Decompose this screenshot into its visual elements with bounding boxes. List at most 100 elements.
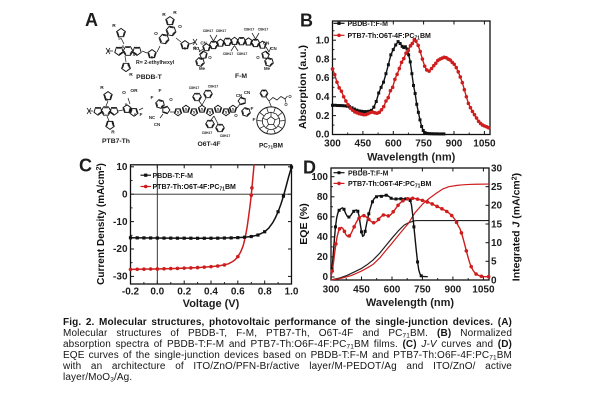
svg-text:B: B <box>300 11 313 31</box>
svg-text:-30: -30 <box>113 272 128 283</box>
svg-text:R: R <box>173 10 177 16</box>
svg-text:F-M: F-M <box>235 73 247 80</box>
svg-text:-10: -10 <box>113 217 128 228</box>
svg-text:PTB7-Th:O6T-4F:PC71BM: PTB7-Th:O6T-4F:PC71BM <box>348 33 432 42</box>
svg-text:S: S <box>125 102 128 107</box>
svg-text:1.0: 1.0 <box>316 35 330 46</box>
svg-text:0.2: 0.2 <box>316 111 330 122</box>
svg-text:O: O <box>288 94 292 99</box>
svg-text:C8H17: C8H17 <box>216 29 227 33</box>
svg-text:CN: CN <box>270 46 276 51</box>
svg-text:C8H17: C8H17 <box>202 131 213 135</box>
svg-text:300: 300 <box>323 285 340 296</box>
svg-text:30: 30 <box>491 163 503 174</box>
svg-text:S: S <box>133 52 136 57</box>
svg-text:S: S <box>225 111 228 115</box>
svg-text:D: D <box>303 158 316 178</box>
svg-text:750: 750 <box>415 139 432 150</box>
svg-text:40: 40 <box>317 232 329 243</box>
svg-text:Integrated J (mA/cm2): Integrated J (mA/cm2) <box>511 173 523 281</box>
svg-text:-20: -20 <box>113 244 128 255</box>
svg-text:750: 750 <box>414 285 431 296</box>
svg-text:80: 80 <box>317 192 329 203</box>
svg-text:S: S <box>151 55 154 60</box>
svg-text:Absorption (a.u.): Absorption (a.u.) <box>297 45 309 129</box>
svg-text:NC: NC <box>193 46 200 51</box>
svg-text:0: 0 <box>491 275 497 286</box>
svg-text:O: O <box>154 31 158 37</box>
svg-text:S: S <box>105 97 108 102</box>
svg-text:CN: CN <box>244 90 250 95</box>
svg-text:CN: CN <box>263 41 269 46</box>
svg-text:F: F <box>140 112 143 118</box>
svg-text:C8H17: C8H17 <box>189 86 200 90</box>
svg-text:100: 100 <box>311 172 328 183</box>
svg-text:O: O <box>208 55 212 60</box>
svg-text:1050: 1050 <box>473 139 496 150</box>
svg-text:C8H17: C8H17 <box>244 28 255 32</box>
svg-text:R: R <box>111 130 115 136</box>
svg-text:-0.2: -0.2 <box>122 287 140 298</box>
svg-text:S: S <box>184 46 187 51</box>
svg-text:CN: CN <box>200 41 206 46</box>
svg-text:300: 300 <box>324 139 341 150</box>
svg-text:1050: 1050 <box>472 285 495 296</box>
svg-text:EQE (%): EQE (%) <box>298 203 310 244</box>
svg-text:O: O <box>178 24 182 30</box>
svg-text:C8H17: C8H17 <box>203 29 214 33</box>
svg-text:25: 25 <box>491 182 503 193</box>
svg-text:15: 15 <box>491 219 503 230</box>
svg-text:n: n <box>194 45 197 50</box>
svg-text:0.4: 0.4 <box>316 92 330 103</box>
svg-text:S: S <box>232 108 235 112</box>
svg-text:O: O <box>122 90 126 96</box>
svg-text:20: 20 <box>317 252 329 263</box>
svg-text:5: 5 <box>491 257 497 268</box>
svg-text:PBDB-T:F-M: PBDB-T:F-M <box>348 170 389 177</box>
svg-text:600: 600 <box>385 139 402 150</box>
svg-text:O: O <box>169 97 173 102</box>
svg-text:10: 10 <box>491 238 503 249</box>
svg-text:PBDB-T:F-M: PBDB-T:F-M <box>153 173 194 180</box>
svg-text:Wavelength (nm): Wavelength (nm) <box>366 297 455 309</box>
svg-text:R: R <box>129 72 133 78</box>
svg-text:450: 450 <box>355 139 372 150</box>
svg-text:PBDB-T:F-M: PBDB-T:F-M <box>348 21 389 28</box>
svg-text:F: F <box>253 117 256 123</box>
svg-text:F: F <box>151 95 154 101</box>
svg-text:O: O <box>234 113 238 118</box>
svg-text:0: 0 <box>322 272 328 283</box>
svg-text:0.8: 0.8 <box>316 54 330 65</box>
svg-text:1.0: 1.0 <box>285 287 299 298</box>
svg-text:CN: CN <box>236 93 242 98</box>
svg-text:C8H17: C8H17 <box>220 134 231 138</box>
svg-text:NC: NC <box>149 115 156 120</box>
svg-text:PTB7-Th: PTB7-Th <box>102 138 130 145</box>
svg-text:0.8: 0.8 <box>258 287 272 298</box>
svg-text:0: 0 <box>122 189 128 200</box>
svg-text:O6T-4F: O6T-4F <box>197 141 220 148</box>
svg-text:S: S <box>112 120 115 125</box>
svg-text:0.6: 0.6 <box>231 287 245 298</box>
svg-text:C8H17: C8H17 <box>208 85 219 89</box>
svg-text:R: R <box>100 85 104 91</box>
svg-text:Voltage (V): Voltage (V) <box>183 298 240 310</box>
svg-text:900: 900 <box>445 285 462 296</box>
svg-text:O: O <box>256 55 260 60</box>
svg-text:Wavelength (nm): Wavelength (nm) <box>367 152 456 164</box>
svg-text:C8H17: C8H17 <box>237 52 248 56</box>
svg-text:S: S <box>177 111 180 115</box>
svg-text:PTB7-Th:O6T-4F:PC71BM: PTB7-Th:O6T-4F:PC71BM <box>348 181 432 190</box>
svg-text:C8H17: C8H17 <box>223 52 234 56</box>
svg-text:0.4: 0.4 <box>204 287 218 298</box>
svg-text:60: 60 <box>317 212 329 223</box>
svg-text:S: S <box>185 108 188 112</box>
svg-text:Me: Me <box>264 66 271 71</box>
svg-text:10: 10 <box>116 162 128 173</box>
svg-text:900: 900 <box>446 139 463 150</box>
svg-text:A: A <box>85 10 98 30</box>
svg-text:S: S <box>193 111 196 115</box>
svg-text:R: R <box>162 12 166 18</box>
svg-text:450: 450 <box>353 285 370 296</box>
svg-text:C: C <box>79 156 92 176</box>
